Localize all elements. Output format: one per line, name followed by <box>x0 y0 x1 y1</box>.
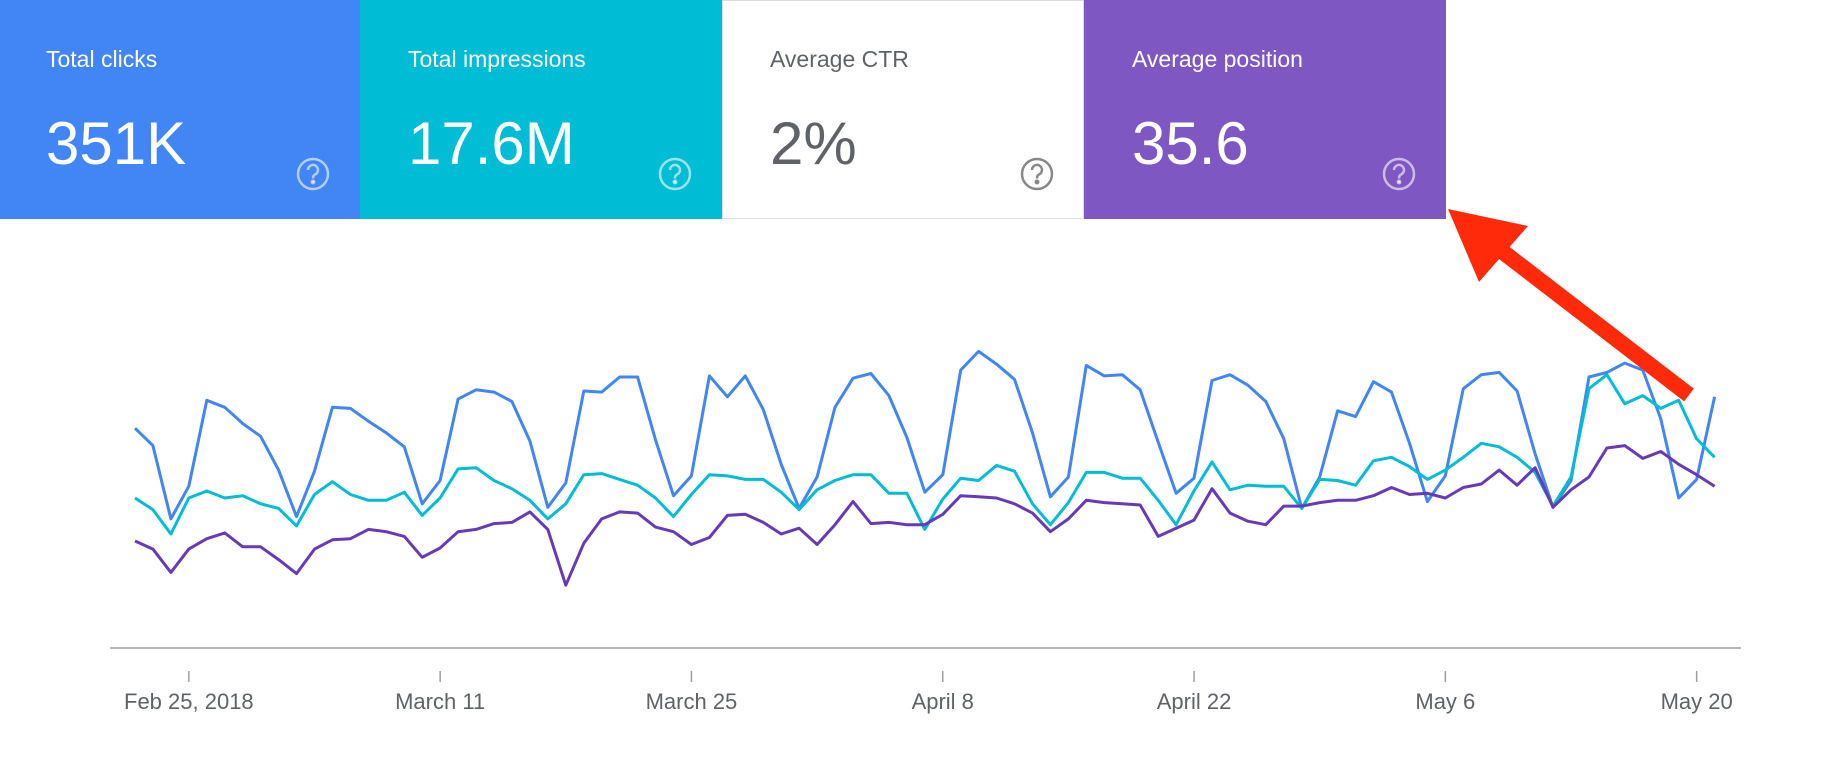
x-tick-label: May 20 <box>1661 689 1733 714</box>
help-icon[interactable] <box>296 157 330 191</box>
x-tick-label: April 22 <box>1157 689 1232 714</box>
help-icon[interactable] <box>1020 157 1054 191</box>
card[interactable]: Total clicks 351K <box>0 0 360 219</box>
arrow-head <box>1448 209 1528 282</box>
x-tick-label: May 6 <box>1415 689 1475 714</box>
card-value: 35.6 <box>1132 110 1249 177</box>
help-icon[interactable] <box>1382 157 1416 191</box>
help-icons <box>296 157 1416 191</box>
plot: Feb 25, 2018 March 11 March 25 April 8 April… <box>124 349 1733 714</box>
x-tick-label: March 25 <box>646 689 738 714</box>
help-icon[interactable] <box>658 157 692 191</box>
card-value: 2% <box>770 110 857 177</box>
card-value: 17.6M <box>408 110 575 177</box>
series-line <box>133 349 1717 521</box>
x-tick-label: Feb 25, 2018 <box>124 689 254 714</box>
card-label: Average CTR <box>770 46 909 72</box>
x-tick-label: April 8 <box>912 689 974 714</box>
series-line <box>134 373 1716 536</box>
card-label: Total clicks <box>46 46 157 72</box>
x-tick-label: March 11 <box>395 689 485 714</box>
card-value: 351K <box>46 110 186 177</box>
annotation-arrow <box>1448 209 1694 402</box>
arrow-shaft <box>1485 235 1694 402</box>
card-label: Total impressions <box>408 46 586 72</box>
card-label: Average position <box>1132 46 1303 72</box>
series-line <box>134 444 1716 587</box>
